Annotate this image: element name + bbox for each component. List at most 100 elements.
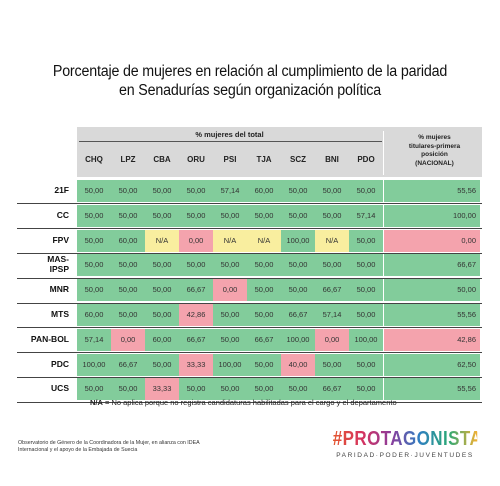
table-cell: 100,00 <box>281 229 315 252</box>
column-header-scz: SCZ <box>290 155 306 164</box>
table-cell: 50,00 <box>145 254 179 277</box>
brand-name: #PROTAGONISTAS <box>332 428 494 450</box>
brand-tagline: PARIDAD·PODER·JUVENTUDES <box>336 452 474 459</box>
table-cell: 50,00 <box>111 180 145 202</box>
row-label: MTS <box>51 309 69 319</box>
table-cell: 50,00 <box>145 279 179 302</box>
header-national-line-2: titulares-primera <box>408 142 461 150</box>
table-cell: 50,00 <box>281 279 315 302</box>
table-cell: 66,67 <box>281 304 315 326</box>
table-cell: 50,00 <box>315 204 349 227</box>
header-divider <box>79 141 382 142</box>
table-cell: 60,00 <box>247 180 281 202</box>
table-cell: 66,67 <box>315 378 349 401</box>
table-cell: 66,67 <box>179 279 213 302</box>
table-cell: 60,00 <box>145 328 179 351</box>
table-cell: 100,00 <box>281 328 315 351</box>
national-cell: 55,56 <box>384 378 480 401</box>
table-cell: 50,00 <box>179 254 213 277</box>
row-separator <box>17 277 482 279</box>
table-cell: 100,00 <box>77 353 111 376</box>
table-cell: 50,00 <box>213 378 247 401</box>
table-cell: 50,00 <box>111 304 145 326</box>
table-cell: 50,00 <box>111 378 145 401</box>
table-cell: 50,00 <box>315 180 349 202</box>
table-cell: 33,33 <box>179 353 213 376</box>
column-header-bni: BNI <box>325 155 339 164</box>
table-cell: 50,00 <box>77 180 111 202</box>
header-total-label: % mujeres del total <box>195 130 264 139</box>
column-header-pdo: PDO <box>357 155 375 164</box>
table-cell: 50,00 <box>349 353 383 376</box>
chart-title: Porcentaje de mujeres en relación al cum… <box>20 62 480 100</box>
table-cell: 50,00 <box>77 229 111 252</box>
header-national-line-3: posición <box>421 151 448 158</box>
table-cell: 50,00 <box>281 204 315 227</box>
column-header-oru: ORU <box>187 155 205 164</box>
row-label-part: MAS- <box>47 254 69 265</box>
table-cell: 57,14 <box>77 328 111 351</box>
table-cell: 50,00 <box>179 180 213 202</box>
table-cell: 33,33 <box>145 378 179 401</box>
title-line-1: Porcentaje de mujeres en relación al cum… <box>52 63 448 80</box>
table-cell: 50,00 <box>349 378 383 401</box>
table-cell: 50,00 <box>77 378 111 401</box>
table-cell: 50,00 <box>213 204 247 227</box>
row-label: UCS <box>51 383 69 394</box>
row-separator <box>17 228 482 230</box>
row-separator <box>17 327 482 329</box>
table-cell: 50,00 <box>247 378 281 401</box>
table-cell: 50,00 <box>111 254 145 277</box>
table-cell: 50,00 <box>111 204 145 227</box>
table-cell: 50,00 <box>349 279 383 302</box>
header-national-line-4: (NACIONAL) <box>415 159 454 167</box>
row-label: MAS- IPSP <box>0 254 71 274</box>
table-cell: N/A <box>145 229 179 252</box>
row-label: MNR <box>49 284 69 295</box>
table-cell: 0,00 <box>315 328 349 351</box>
table-cell: 50,00 <box>145 204 179 227</box>
table-cell: 50,00 <box>77 254 111 277</box>
table-header-band <box>77 127 482 177</box>
table-cell: 0,00 <box>179 229 213 252</box>
table-cell: 0,00 <box>213 279 247 302</box>
column-header-tja: TJA <box>256 155 272 164</box>
column-header-cba: CBA <box>153 155 171 164</box>
row-separator <box>17 252 482 254</box>
row-label: PDC <box>51 358 69 369</box>
row-label-part: IPSP <box>49 264 69 275</box>
row-separator <box>17 352 482 354</box>
row-separator <box>17 376 482 378</box>
na-footnote-key: N/A <box>90 398 103 407</box>
table-cell: 0,00 <box>111 328 145 351</box>
table-cell: N/A <box>315 229 349 252</box>
row-label: 21F <box>54 185 69 195</box>
table-cell: 100,00 <box>349 328 383 351</box>
header-vertical-divider <box>383 131 384 175</box>
table-cell: 50,00 <box>213 328 247 351</box>
data-table: % mujeres del total % mujeres titulares-… <box>17 127 482 403</box>
table-cell: 50,00 <box>179 204 213 227</box>
na-footnote: N/A = No aplica porque no registra candi… <box>90 398 397 407</box>
title-line-2: en Senadurías según organización polític… <box>119 82 381 99</box>
table-cell: 50,00 <box>145 304 179 326</box>
table-cell: N/A <box>213 229 247 252</box>
table-cell: 50,00 <box>247 304 281 326</box>
row-label: PAN-BOL <box>30 333 69 344</box>
table-cell: 50,00 <box>247 353 281 376</box>
table-cell: 50,00 <box>349 180 383 202</box>
table-cell: 50,00 <box>247 279 281 302</box>
table-cell: 40,00 <box>281 353 315 376</box>
na-footnote-text: = No aplica porque no registra candidatu… <box>102 398 397 407</box>
table-cell: 50,00 <box>349 254 383 277</box>
table-cell: 66,67 <box>247 328 281 351</box>
row-separator <box>17 401 482 403</box>
table-cell: 57,14 <box>213 180 247 202</box>
national-cell: 55,56 <box>384 304 480 326</box>
header-national-label: % mujeres titulares-primera posición (NA… <box>387 134 482 168</box>
table-cell: 42,86 <box>179 304 213 326</box>
header-national-line-1: % mujeres <box>418 134 451 141</box>
table-cell: 50,00 <box>145 353 179 376</box>
table-cell: 50,00 <box>247 204 281 227</box>
table-cell: 50,00 <box>281 254 315 277</box>
